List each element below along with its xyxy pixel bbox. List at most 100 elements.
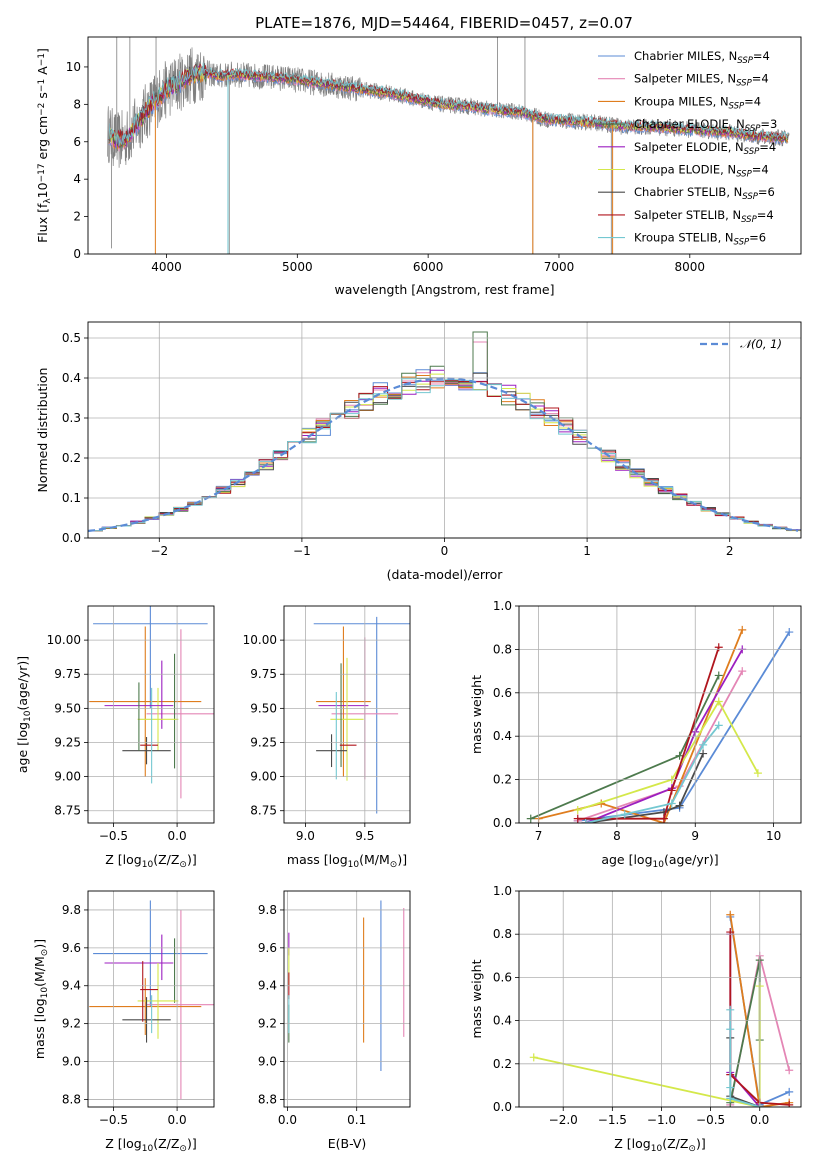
- x-axis-label-part: (Z/Z: [662, 1136, 688, 1151]
- x-axis-label-part: ⊙: [390, 860, 398, 870]
- y-tick-label: 9.25: [250, 735, 277, 749]
- point-marker: [738, 667, 747, 676]
- y-tick-label: 9.00: [54, 770, 81, 784]
- x-tick-label: 2: [726, 544, 734, 558]
- y-axis-label: mass weight: [469, 675, 484, 754]
- legend-entry: Chabrier MILES, NSSP=4: [634, 49, 770, 66]
- x-axis-label: Z [log10(Z/Z⊙)]: [105, 1136, 196, 1154]
- point-marker: [714, 697, 723, 706]
- x-tick-label: 9.5: [355, 829, 374, 843]
- y-axis-label: mass weight: [469, 959, 484, 1038]
- y-tick-label: 9.6: [258, 941, 277, 955]
- y-axis-label-part: λ: [43, 198, 53, 204]
- y-tick-label: 0.0: [493, 816, 512, 830]
- x-tick-label: 8000: [675, 260, 706, 274]
- y-axis-label-part: −2: [37, 103, 47, 116]
- legend-entry: Salpeter MILES, NSSP=4: [634, 72, 769, 89]
- y-axis-label-part: 10: [40, 987, 50, 999]
- axes-frame: [87, 36, 802, 255]
- point-marker: [714, 643, 723, 652]
- y-tick-label: 1.0: [493, 599, 512, 613]
- series-line: [533, 986, 761, 1107]
- x-axis-label-part: ⊙: [179, 1144, 187, 1154]
- point-marker: [667, 799, 676, 808]
- y-axis-label: age [log10(age/yr)]: [15, 656, 33, 773]
- x-tick-label: 7000: [544, 260, 575, 274]
- point-marker: [785, 1100, 794, 1107]
- legend-text: Salpeter ELODIE, N: [634, 140, 744, 154]
- x-tick-label: −0.5: [99, 829, 128, 843]
- x-tick-label: 5000: [282, 260, 313, 274]
- x-tick-label: −0.5: [99, 1113, 128, 1127]
- y-axis-label: Flux [fλ10−17 erg cm−2 s−1 A−1]: [35, 48, 53, 243]
- y-axis-label-part: A: [35, 66, 50, 79]
- x-axis-label-part: (age/yr)]: [664, 852, 719, 867]
- legend-tail: =4: [753, 49, 770, 63]
- y-tick-label: 0.4: [493, 729, 512, 743]
- x-tick-label: 1: [583, 544, 591, 558]
- plot-area: [313, 616, 410, 814]
- point-marker: [699, 749, 708, 758]
- x-axis-label-part: 10: [653, 860, 665, 870]
- x-axis-label-part: )]: [397, 852, 407, 867]
- plot-area: [89, 900, 214, 1100]
- point-marker: [726, 1094, 735, 1103]
- x-axis-label-part: Z [log: [614, 1136, 650, 1151]
- point-marker: [785, 1087, 794, 1096]
- series-line: [577, 699, 759, 811]
- x-tick-label: −2.0: [549, 1113, 578, 1127]
- legend-tail: =4: [752, 72, 769, 86]
- x-axis-label: E(B-V): [328, 1136, 367, 1151]
- axes-age-mass: 9.0 9.5 8.75 9.00 9.25 9.50 9.75 10.00 mass [log…: [243, 605, 411, 870]
- y-tick-label: 0.6: [493, 686, 512, 700]
- legend-tail: =4: [759, 140, 776, 154]
- x-axis-label-part: Z [log: [105, 852, 141, 867]
- point-marker: [620, 810, 629, 819]
- point-marker: [573, 814, 582, 823]
- y-axis-label-part: −1: [37, 53, 47, 66]
- legend-sub: SSP: [734, 237, 750, 247]
- legend-entry: Chabrier STELIB, NSSP=6: [634, 185, 775, 202]
- x-tick-label: 10: [766, 829, 781, 843]
- y-axis-label-part: erg cm: [35, 116, 50, 164]
- legend-sub: SSP: [745, 124, 761, 134]
- series-line: [729, 932, 790, 1106]
- y-axis-label-part: s: [35, 92, 50, 103]
- y-axis-label-part: 10: [35, 182, 50, 198]
- legend-entry: Kroupa STELIB, NSSP=6: [634, 231, 766, 248]
- legend-tail: =6: [749, 231, 766, 245]
- legend-text: Kroupa ELODIE, N: [634, 163, 736, 177]
- y-axis-label-part: age [log: [15, 722, 30, 773]
- legend-text: Kroupa STELIB, N: [634, 231, 734, 245]
- x-axis-label: (data-model)/error: [387, 567, 504, 582]
- y-axis-label-part: mass [log: [32, 998, 47, 1059]
- x-tick-label: 0.0: [278, 1113, 297, 1127]
- axes-mass-ebv: 0.0 0.1 8.8 9.0 9.2 9.4 9.6 9.8 E(B-V): [258, 890, 411, 1151]
- legend-tail: =3: [760, 117, 777, 131]
- point-marker: [667, 786, 676, 795]
- x-axis-label: mass [log10(M/M⊙)]: [287, 852, 407, 870]
- x-axis-label: Z [log10(Z/Z⊙)]: [614, 1136, 705, 1154]
- y-tick-label: 0.0: [62, 531, 81, 545]
- axes-mass-weight-Z: −2.0 −1.5 −1.0 −0.5 0.0 0.0 0.2 0.4 0.6 0.8 1.0 Z […: [469, 884, 802, 1154]
- x-axis-label-part: (Z/Z: [153, 852, 179, 867]
- y-axis-label: Normed distribution: [35, 368, 50, 493]
- point-marker: [785, 628, 794, 637]
- y-tick-label: 10.00: [243, 633, 277, 647]
- legend-sub: SSP: [736, 169, 752, 179]
- y-tick-label: 9.4: [62, 979, 81, 993]
- x-tick-label: −1.5: [598, 1113, 627, 1127]
- legend-entry: Kroupa MILES, NSSP=4: [634, 94, 761, 111]
- legend-entry: Salpeter ELODIE, NSSP=4: [634, 140, 776, 157]
- y-tick-label: 9.2: [258, 1017, 277, 1031]
- x-axis-label-part: 10: [651, 1144, 663, 1154]
- y-tick-label: 9.50: [250, 701, 277, 715]
- x-axis-label-part: )]: [187, 1136, 197, 1151]
- legend-entry: 𝒩(0, 1): [740, 337, 782, 351]
- y-tick-label: 10: [66, 60, 81, 74]
- x-axis-label-part: ⊙: [688, 1144, 696, 1154]
- point-marker: [738, 625, 747, 634]
- axes-frame: [283, 890, 411, 1108]
